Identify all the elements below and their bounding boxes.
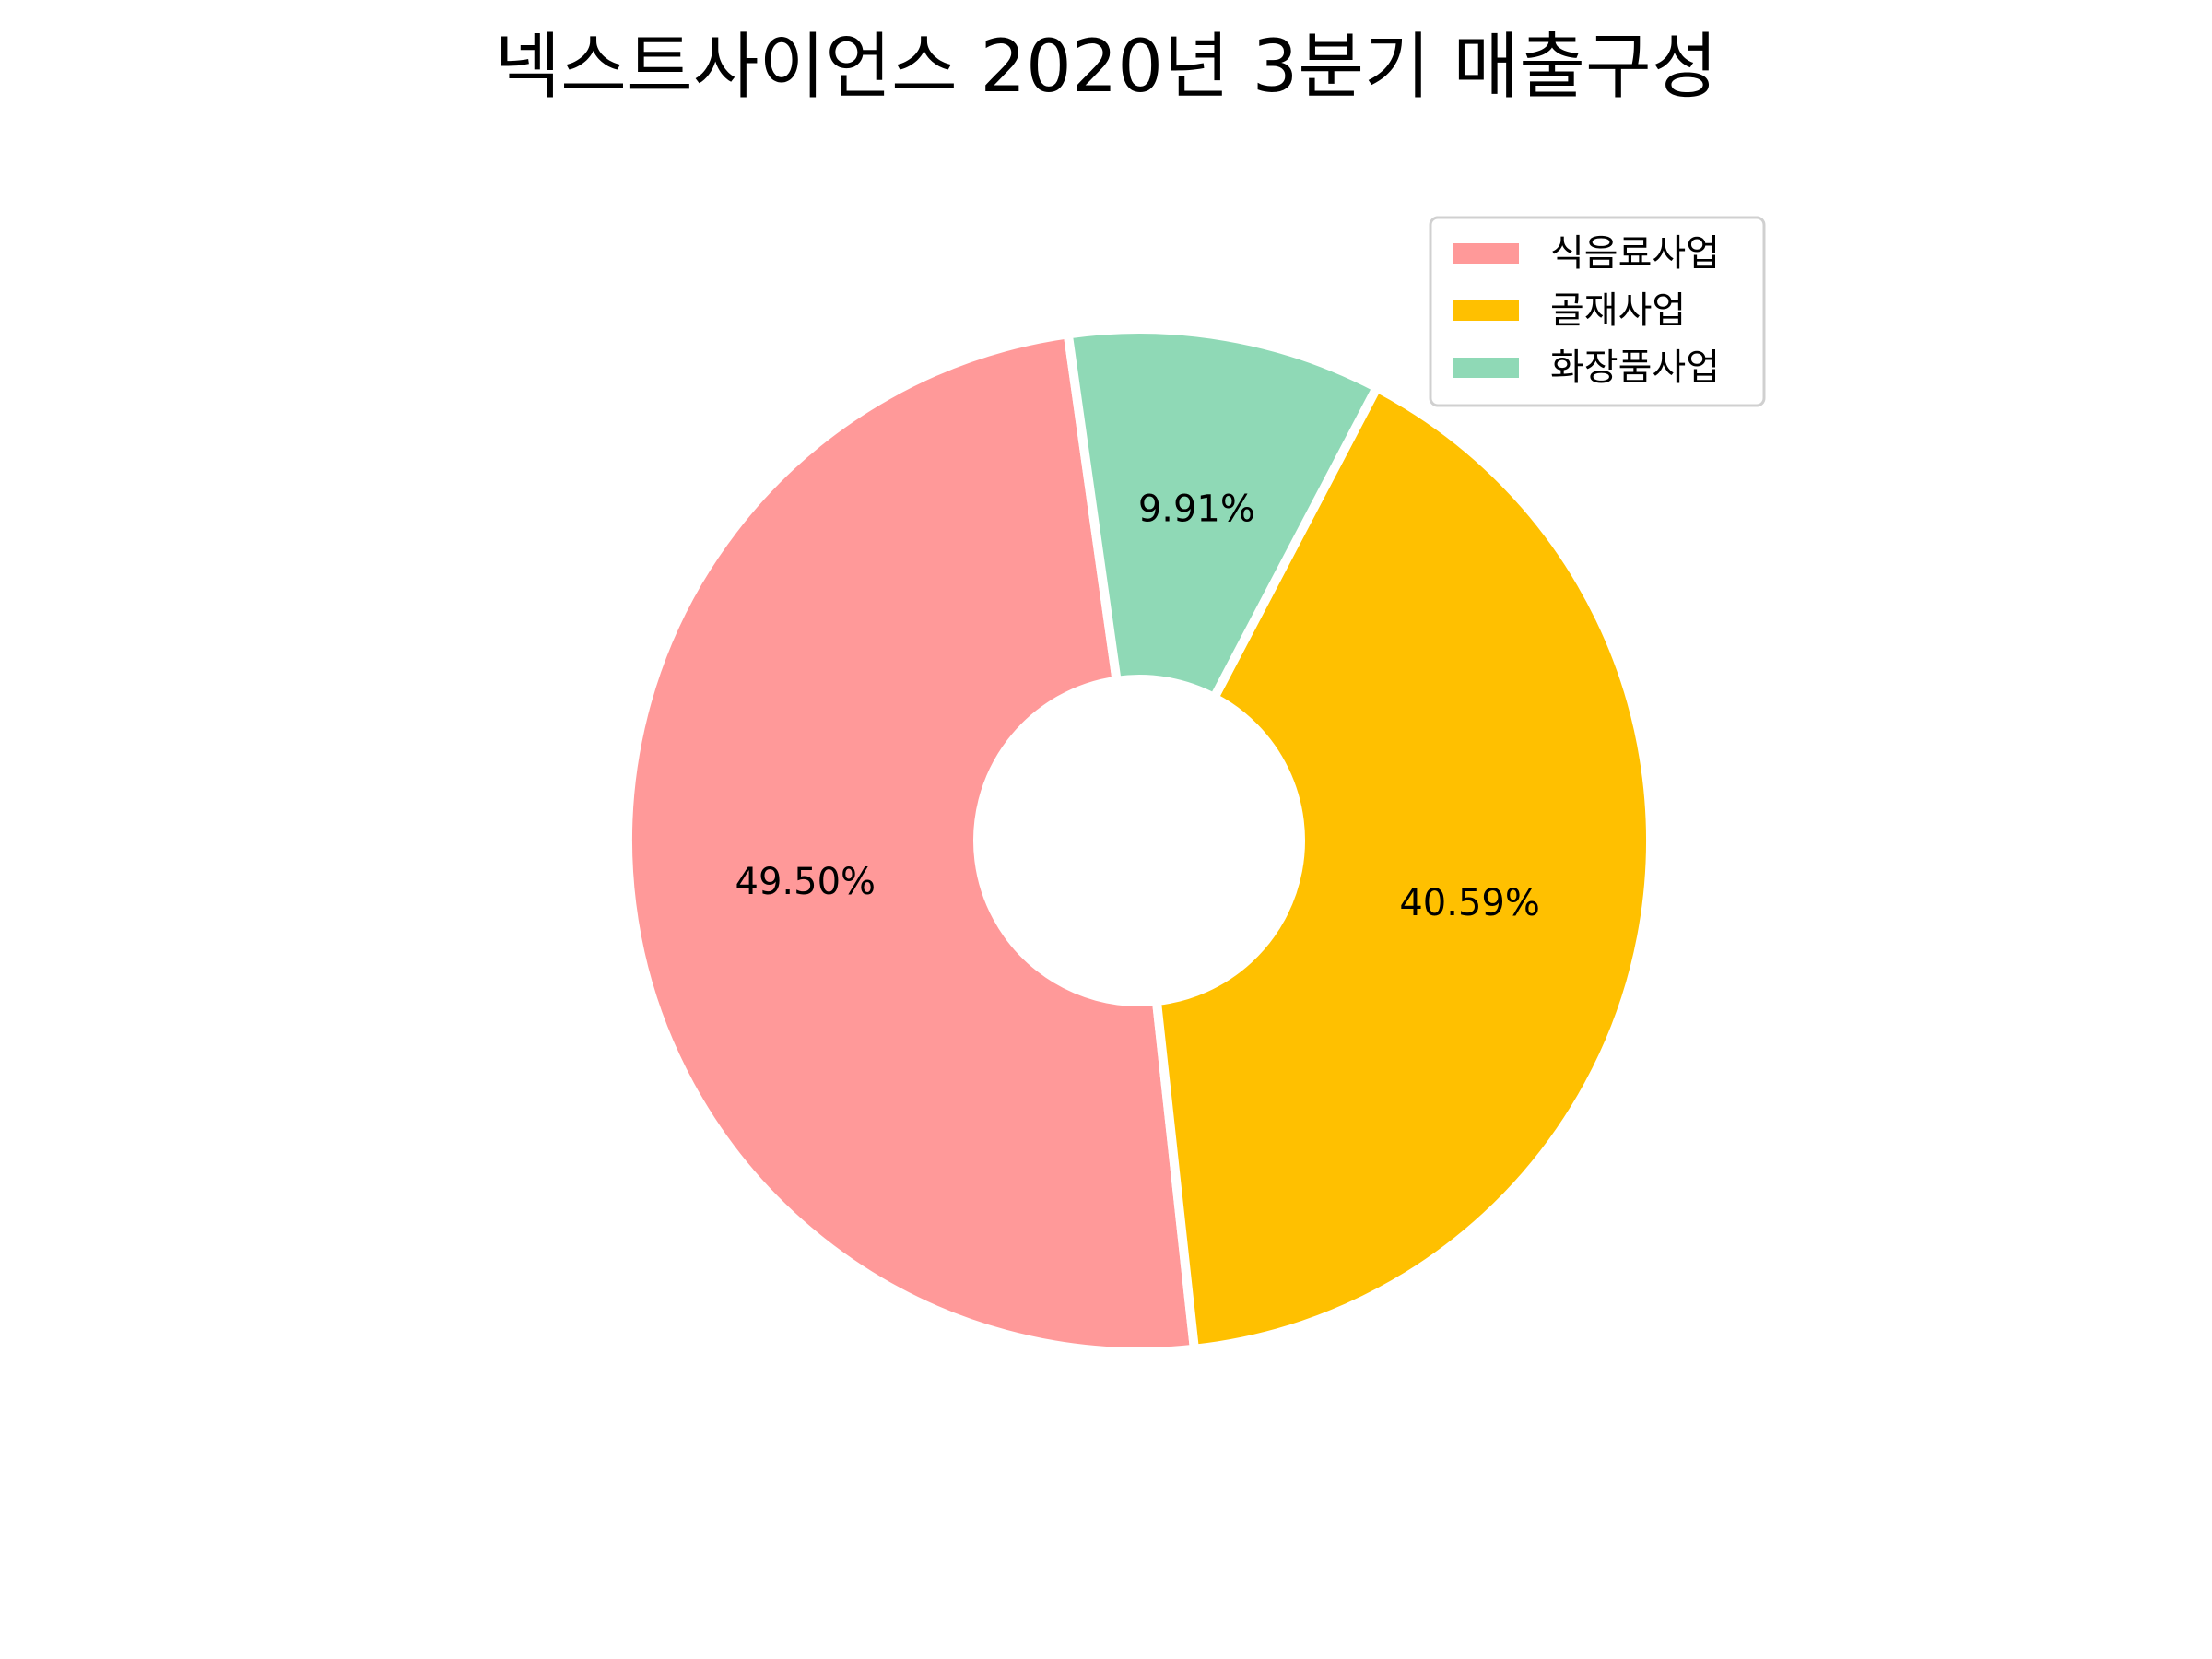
donut-slice-2 (1151, 381, 1655, 1355)
donut-slice-3 (1063, 324, 1383, 704)
donut-slice-1 (623, 328, 1200, 1357)
legend-swatch-3 (1453, 358, 1519, 378)
legend-swatch-1 (1453, 243, 1519, 264)
percentage-label-2: 40.59% (1399, 882, 1540, 924)
legend-label-1: 식음료사업 (1550, 232, 1720, 275)
legend-label-2: 골재사업 (1550, 289, 1686, 332)
chart-title: 넥스트사이언스 2020년 3분기 매출구성 (494, 26, 1718, 109)
percentage-label-3: 9.91% (1138, 488, 1255, 530)
legend-swatch-2 (1453, 300, 1519, 321)
slices-layer (623, 324, 1655, 1357)
legend-label-3: 화장품사업 (1550, 347, 1720, 389)
percentage-label-1: 49.50% (735, 861, 877, 903)
percentage-labels: 49.50% 40.59% 9.91% (735, 488, 1540, 924)
